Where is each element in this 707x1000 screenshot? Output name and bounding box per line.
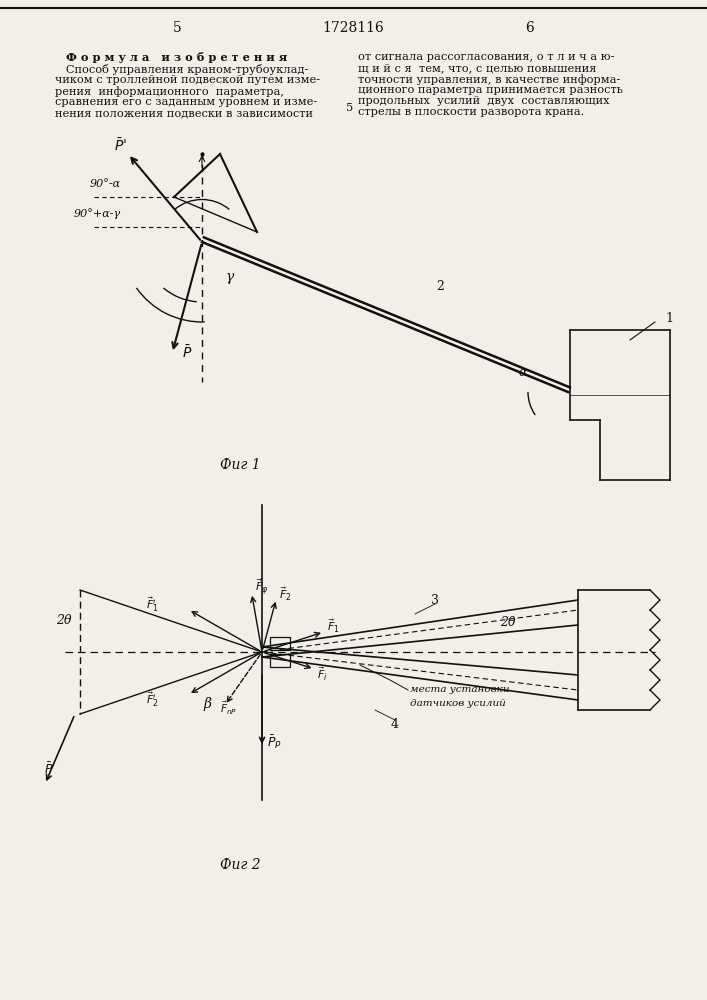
Text: сравнения его с заданным уровнем и изме-: сравнения его с заданным уровнем и изме-	[55, 97, 317, 107]
Text: $\bar{P}_P$: $\bar{P}_P$	[267, 733, 282, 751]
Text: 5: 5	[173, 21, 182, 35]
Text: $\vec{F}_\varphi$: $\vec{F}_\varphi$	[255, 578, 268, 598]
Text: Фиг 2: Фиг 2	[220, 858, 260, 872]
Text: 1: 1	[665, 312, 673, 324]
Text: $\bar{P}$: $\bar{P}$	[182, 345, 192, 361]
Text: $\vec{F}_i$: $\vec{F}_i$	[317, 665, 328, 683]
Text: от сигнала рассогласования, о т л и ч а ю-: от сигнала рассогласования, о т л и ч а …	[358, 52, 614, 62]
Text: рения  информационного  параметра,: рения информационного параметра,	[55, 86, 284, 97]
Text: $\vec{F}_2'$: $\vec{F}_2'$	[146, 690, 159, 709]
Text: 2θ: 2θ	[500, 615, 515, 629]
Text: места установки: места установки	[410, 686, 510, 694]
Bar	[270, 654, 290, 667]
Text: датчиков усилий: датчиков усилий	[410, 698, 506, 708]
Text: чиком с троллейной подвеской путем изме-: чиком с троллейной подвеской путем изме-	[55, 75, 320, 85]
Text: Способ управления краном-трубоуклад-: Способ управления краном-трубоуклад-	[55, 64, 308, 75]
Text: 2: 2	[436, 280, 444, 294]
Text: стрелы в плоскости разворота крана.: стрелы в плоскости разворота крана.	[358, 107, 585, 117]
Text: 5: 5	[346, 103, 354, 113]
Text: 6: 6	[525, 21, 534, 35]
Text: $\vec{F}_1$: $\vec{F}_1$	[327, 617, 339, 635]
Text: ционного параметра принимается разность: ционного параметра принимается разность	[358, 85, 623, 95]
Text: $\bar{P}'$: $\bar{P}'$	[44, 761, 56, 777]
Text: точности управления, в качестве информа-: точности управления, в качестве информа-	[358, 74, 620, 85]
Text: 1728116: 1728116	[322, 21, 384, 35]
Text: $\vec{F}_1'$: $\vec{F}_1'$	[146, 595, 159, 614]
Text: γ: γ	[226, 270, 234, 284]
Text: α: α	[519, 365, 527, 378]
Text: $\vec{F}_{nP}$: $\vec{F}_{nP}$	[220, 700, 237, 717]
Bar	[270, 637, 290, 650]
Text: Фиг 1: Фиг 1	[220, 458, 260, 472]
Text: $\vec{F}_2$: $\vec{F}_2$	[279, 585, 292, 603]
Text: 4: 4	[391, 718, 399, 732]
Text: щ и й с я  тем, что, с целью повышения: щ и й с я тем, что, с целью повышения	[358, 63, 597, 73]
Text: 2θ: 2θ	[57, 613, 72, 626]
Text: нения положения подвески в зависимости: нения положения подвески в зависимости	[55, 108, 313, 118]
Text: Ф о р м у л а   и з о б р е т е н и я: Ф о р м у л а и з о б р е т е н и я	[66, 52, 288, 63]
Text: 90°+α-γ: 90°+α-γ	[74, 209, 121, 219]
Text: β: β	[203, 697, 211, 711]
Text: 3: 3	[431, 593, 439, 606]
Text: 90°-α: 90°-α	[90, 179, 121, 189]
Text: $\bar{P}$': $\bar{P}$'	[114, 137, 127, 154]
Text: продольных  усилий  двух  составляющих: продольных усилий двух составляющих	[358, 96, 609, 106]
